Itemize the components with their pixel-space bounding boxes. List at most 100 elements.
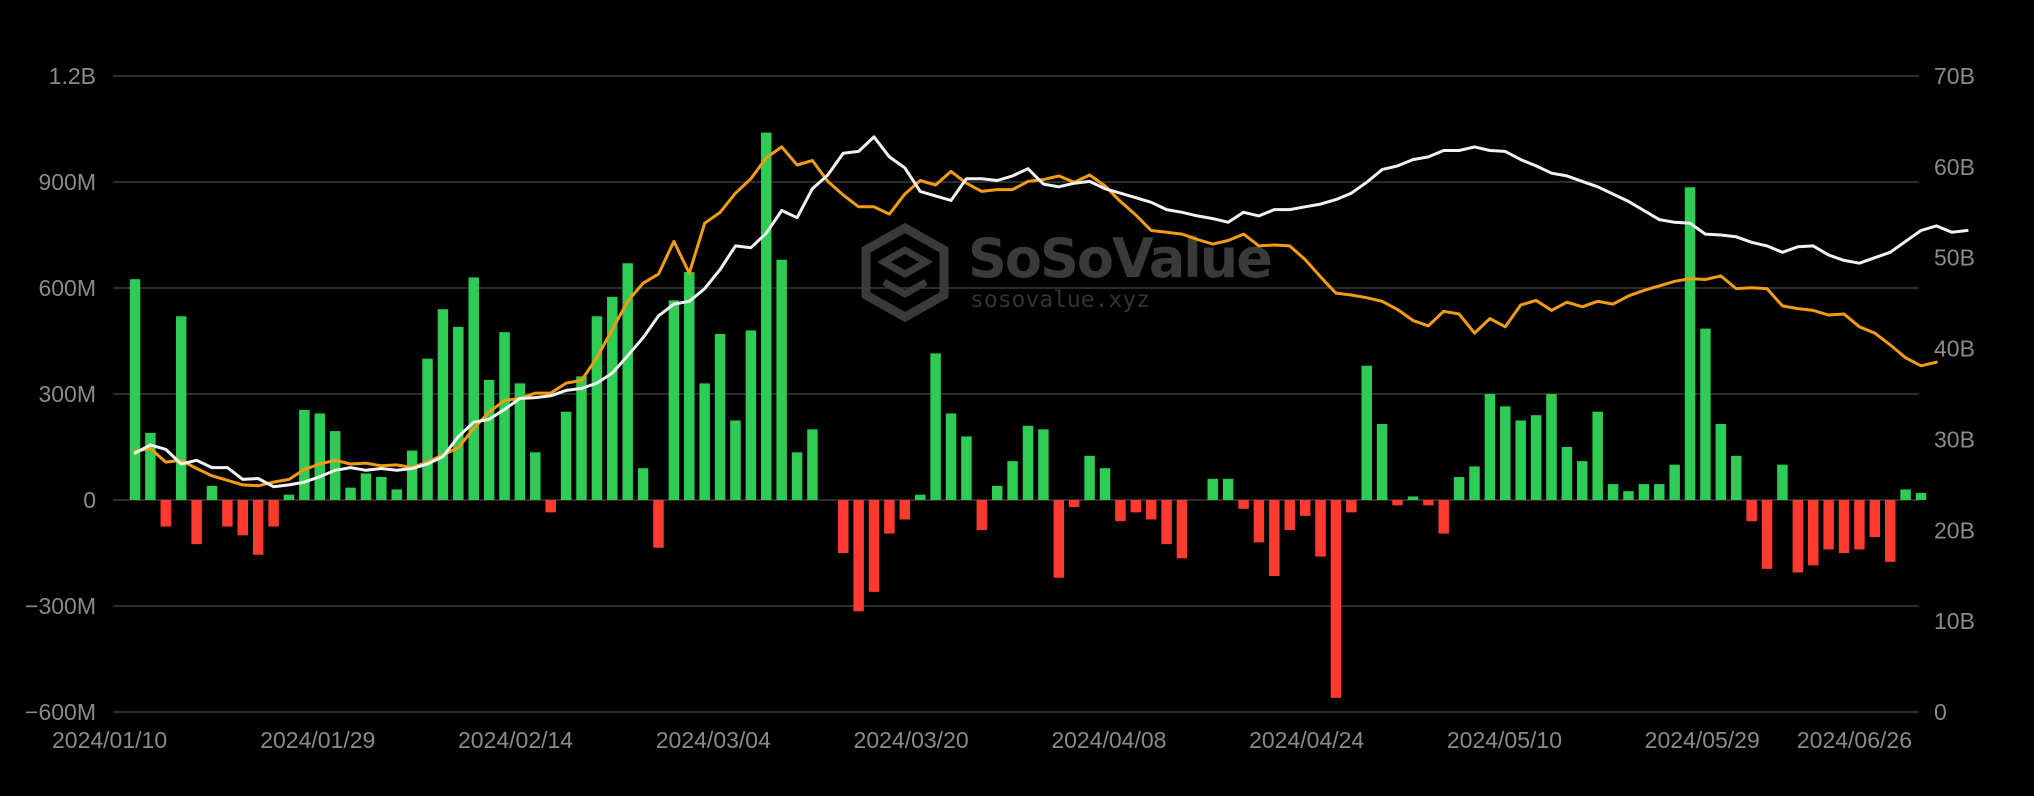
inflow-bar bbox=[1515, 420, 1526, 500]
outflow-bar bbox=[1330, 500, 1342, 698]
outflow-bar bbox=[653, 500, 664, 548]
inflow-bar bbox=[637, 468, 649, 500]
inflow-bar bbox=[206, 485, 218, 500]
x-axis-tick-label: 2024/03/04 bbox=[656, 727, 771, 753]
left-axis-tick-label: 0 bbox=[83, 487, 96, 513]
inflow-bar bbox=[360, 473, 372, 500]
outflow-bar bbox=[1284, 500, 1295, 531]
inflow-bar bbox=[991, 485, 1003, 500]
outflow-bar bbox=[868, 500, 880, 592]
outflow-bar bbox=[1161, 500, 1172, 545]
outflow-bar bbox=[1269, 500, 1280, 576]
inflow-bar bbox=[607, 296, 618, 500]
inflow-bar bbox=[1900, 489, 1911, 500]
left-axis-tick-label: −300M bbox=[25, 593, 96, 619]
inflow-bar bbox=[1361, 365, 1372, 500]
outflow-bar bbox=[976, 500, 988, 531]
inflow-bar bbox=[314, 413, 325, 500]
watermark-brand: SoSoValue bbox=[968, 227, 1271, 290]
inflow-bar bbox=[1084, 455, 1095, 500]
outflow-bar bbox=[1392, 500, 1403, 506]
outflow-bar bbox=[1884, 500, 1896, 562]
right-axis-tick-label: 10B bbox=[1934, 608, 1975, 634]
inflow-bar bbox=[1654, 484, 1665, 500]
inflow-bar bbox=[175, 316, 187, 500]
right-axis-tick-label: 20B bbox=[1934, 517, 1975, 543]
inflow-bar bbox=[745, 330, 757, 500]
outflow-bar bbox=[1176, 500, 1188, 559]
inflow-bar bbox=[1099, 468, 1111, 500]
inflow-bar bbox=[668, 300, 680, 500]
inflow-bar bbox=[468, 277, 479, 500]
inflow-bar bbox=[1669, 464, 1680, 500]
x-axis-tick-label: 2024/01/10 bbox=[52, 727, 167, 753]
inflow-bar bbox=[145, 432, 156, 500]
inflow-bar bbox=[437, 309, 449, 500]
outflow-bar bbox=[1238, 500, 1249, 509]
outflow-bar bbox=[1130, 500, 1142, 513]
inflow-bar bbox=[1530, 415, 1542, 500]
x-axis-tick-label: 2024/04/08 bbox=[1051, 727, 1166, 753]
outflow-bar bbox=[191, 500, 202, 545]
outflow-bar bbox=[1807, 500, 1819, 566]
inflow-bar bbox=[1038, 429, 1049, 500]
outflow-bar bbox=[884, 500, 895, 534]
inflow-bar bbox=[1731, 455, 1742, 500]
inflow-bar bbox=[1623, 491, 1634, 500]
outflow-bar bbox=[1838, 500, 1850, 553]
outflow-bar bbox=[899, 500, 911, 520]
inflow-bar bbox=[1700, 328, 1711, 500]
left-axis-tick-label: 300M bbox=[38, 381, 96, 407]
left-axis-tick-label: 900M bbox=[38, 169, 96, 195]
outflow-bar bbox=[545, 500, 556, 513]
left-axis-tick-label: 1.2B bbox=[49, 63, 96, 89]
inflow-bar bbox=[622, 263, 633, 500]
inflow-bar bbox=[1484, 394, 1496, 500]
left-axis-tick-label: 600M bbox=[38, 275, 96, 301]
inflow-bar bbox=[714, 333, 726, 500]
inflow-bar bbox=[283, 494, 295, 500]
inflow-bar bbox=[1407, 496, 1419, 500]
inflow-bar bbox=[376, 477, 387, 500]
inflow-bar bbox=[961, 436, 972, 500]
outflow-bar bbox=[1053, 500, 1065, 578]
inflow-bar bbox=[791, 452, 803, 500]
inflow-bar bbox=[945, 413, 957, 500]
outflow-bar bbox=[1346, 500, 1357, 513]
x-axis-tick-label: 2024/03/20 bbox=[854, 727, 969, 753]
inflow-bar bbox=[1561, 447, 1573, 500]
inflow-bar bbox=[930, 353, 941, 500]
inflow-bar bbox=[1469, 466, 1480, 500]
x-axis-tick-label: 2024/02/14 bbox=[458, 727, 573, 753]
right-axis-tick-label: 60B bbox=[1934, 154, 1975, 180]
inflow-bar bbox=[1684, 187, 1696, 501]
outflow-bar bbox=[1315, 500, 1326, 557]
inflow-bar bbox=[129, 279, 141, 500]
outflow-bar bbox=[838, 500, 849, 553]
right-axis-tick-label: 70B bbox=[1934, 63, 1975, 89]
inflow-bar bbox=[807, 429, 818, 500]
inflow-bar bbox=[1715, 424, 1727, 500]
x-axis-tick-label: 2024/05/10 bbox=[1447, 727, 1562, 753]
inflow-bar bbox=[1376, 424, 1388, 500]
right-axis-tick-label: 50B bbox=[1934, 245, 1975, 271]
outflow-bar bbox=[237, 500, 249, 536]
inflow-bar bbox=[453, 326, 464, 500]
inflow-bar bbox=[406, 450, 418, 500]
inflow-bar bbox=[329, 431, 341, 500]
orange-series-line bbox=[133, 145, 1938, 488]
outflow-bar bbox=[268, 500, 279, 527]
inflow-bar bbox=[914, 494, 926, 500]
inflow-bar bbox=[299, 409, 310, 500]
inflow-bar bbox=[1607, 484, 1619, 500]
inflow-bar bbox=[684, 272, 695, 500]
inflow-bar bbox=[776, 259, 787, 500]
inflow-bar bbox=[391, 489, 402, 500]
outflow-bar bbox=[1068, 500, 1080, 508]
outflow-bar bbox=[1115, 500, 1126, 522]
inflow-bar bbox=[1592, 411, 1603, 500]
inflow-bar bbox=[1577, 461, 1588, 500]
outflow-bar bbox=[1761, 500, 1773, 569]
